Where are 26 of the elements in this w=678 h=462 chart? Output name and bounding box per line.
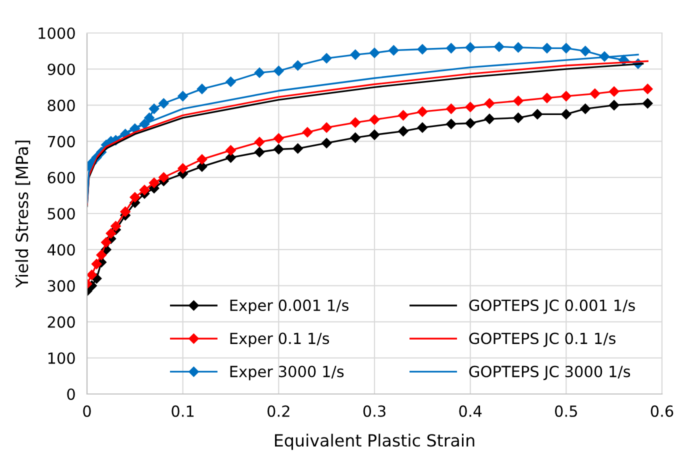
legend-label: Exper 0.1 1/s [230, 332, 330, 348]
x-tick-label: 0.6 [650, 405, 674, 417]
x-axis-title: Equivalent Plastic Strain [275, 434, 474, 450]
x-tick-label: 0.5 [555, 405, 577, 417]
y-tick-label: 0 [67, 388, 75, 400]
y-tick-label: 900 [48, 64, 75, 76]
y-tick-label: 1000 [38, 27, 75, 40]
x-tick-label: 0.3 [363, 405, 386, 417]
y-tick-label: 600 [48, 172, 75, 184]
y-tick-label: 200 [48, 316, 75, 328]
x-tick-label: 0.2 [268, 405, 290, 417]
legend-label: Exper 3000 1/s [230, 366, 344, 380]
y-tick-label: 300 [48, 280, 75, 292]
x-tick-label: 0.4 [459, 405, 482, 417]
legend-label: Exper 0.001 1/s [230, 299, 348, 314]
legend-label: GOPTEPS JC 0.1 1/s [469, 332, 616, 348]
y-tick-label: 100 [48, 352, 75, 364]
y-tick-label: 400 [47, 244, 75, 256]
y-axis-title: Yield Stress [MPa] [15, 140, 30, 288]
legend-label: GOPTEPS JC 0.001 1/s [469, 299, 635, 314]
y-tick-label: 800 [48, 100, 75, 112]
y-tick-label: 700 [48, 136, 75, 148]
x-tick-label: 0 [83, 405, 91, 417]
legend-label: GOPTEPS JC 3000 1/s [469, 366, 630, 380]
y-tick-label: 500 [48, 208, 75, 220]
x-tick-label: 0.1 [172, 405, 194, 417]
